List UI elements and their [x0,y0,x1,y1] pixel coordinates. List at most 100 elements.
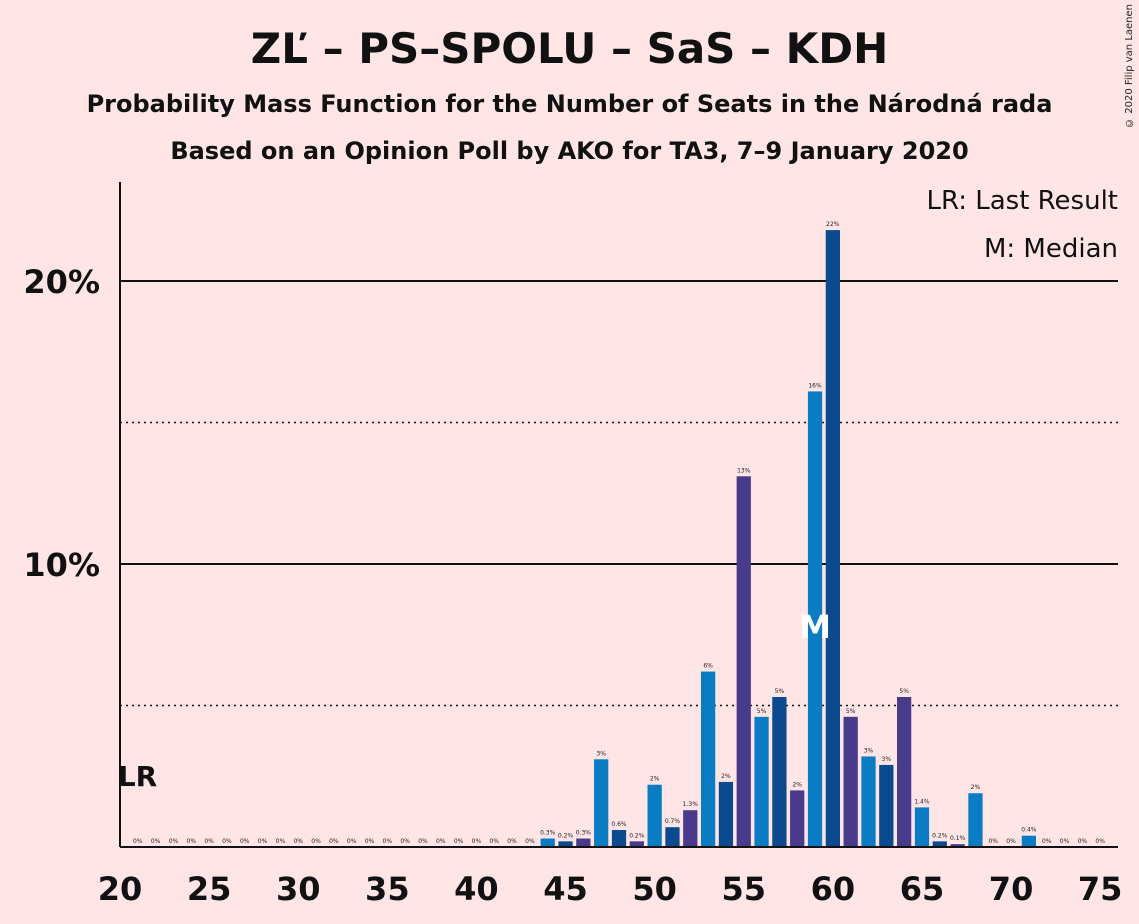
bar-label-seat-40: 0% [472,838,482,845]
bar-seat-52 [683,810,698,847]
bar-seat-59 [807,391,823,847]
legend-median: M: Median [984,234,1118,264]
bar-label-seat-44: 0.3% [540,830,556,837]
x-tick-label: 65 [900,870,945,908]
bar-seat-63 [879,764,894,847]
bar-label-seat-64: 5% [899,688,909,695]
bar-seat-45 [558,841,573,847]
bar-label-seat-53: 6% [703,663,713,670]
bar-label-seat-48: 0.6% [611,821,627,828]
chart-subtitle-poll: Based on an Opinion Poll by AKO for TA3,… [170,137,969,165]
bar-label-seat-29: 0% [276,838,286,845]
bar-label-seat-69: 0% [988,838,998,845]
bar-seat-57 [772,697,787,847]
bar-seat-68 [968,793,983,847]
y-tick-label: 10% [23,546,100,584]
last-result-marker: LR [118,760,157,793]
bar-label-seat-56: 5% [757,708,767,715]
bar-label-seat-62: 3% [864,747,874,754]
bar-label-seat-75: 0% [1095,838,1105,845]
bar-label-seat-67: 0.1% [950,835,966,842]
bar-label-seat-36: 0% [400,838,410,845]
bar-label-seat-33: 0% [347,838,357,845]
bar-seat-55 [736,476,751,847]
bar-label-seat-34: 0% [365,838,375,845]
bar-label-seat-35: 0% [383,838,393,845]
bar-label-seat-55: 13% [737,467,751,474]
bar-label-seat-38: 0% [436,838,446,845]
bar-label-seat-58: 2% [792,781,802,788]
bar-seat-71 [1021,835,1037,847]
bar-seat-67 [950,844,965,847]
bar-label-seat-68: 2% [971,784,981,791]
legend-last-result: LR: Last Result [926,186,1118,216]
bar-label-seat-66: 0.2% [932,832,948,839]
bar-seat-44 [540,838,555,847]
bar-label-seat-73: 0% [1060,838,1070,845]
bar-seat-65 [914,807,930,847]
x-tick-label: 30 [276,870,321,908]
bar-label-seat-74: 0% [1078,838,1088,845]
bar-label-seat-32: 0% [329,838,339,845]
bar-label-seat-39: 0% [454,838,464,845]
bar-seat-51 [665,827,680,847]
bar-label-seat-42: 0% [507,838,517,845]
y-tick-label: 20% [23,263,100,301]
bar-label-seat-21: 0% [133,838,143,845]
bar-label-seat-31: 0% [311,838,321,845]
bar-label-seat-45: 0.2% [558,832,574,839]
bar-seat-46 [576,838,591,847]
bar-label-seat-71: 0.4% [1021,827,1037,834]
bar-seat-56 [754,716,769,847]
bar-label-seat-30: 0% [293,838,303,845]
x-tick-label: 35 [365,870,410,908]
x-tick-label: 45 [543,870,588,908]
bar-seat-53 [700,671,716,847]
bars: 0% 0% 0% 0% 0% 0% 0% 0% 0% 0% 0% 0% 0% 0% 0% 0% 0% 0% 0% 0%… [133,221,1105,847]
bar-label-seat-28: 0% [258,838,268,845]
bar-label-seat-24: 0% [187,838,197,845]
bar-seat-47 [594,759,609,847]
x-tick-label: 70 [989,870,1034,908]
gridlines [120,280,1118,707]
axes: 10% 20% 20 25 30 35 40 45 50 55 60 65 70 75 [23,182,1122,908]
bar-label-seat-52: 1.3% [683,801,699,808]
bar-seat-60 [825,230,840,847]
bar-label-seat-27: 0% [240,838,250,845]
x-tick-label: 55 [721,870,766,908]
bar-label-seat-63: 3% [882,756,892,763]
bar-seat-49 [629,841,644,847]
x-tick-label: 20 [98,870,143,908]
annotations: LR: Last Result M: Median LR M [118,186,1118,793]
bar-label-seat-72: 0% [1042,838,1052,845]
bar-label-seat-22: 0% [151,838,161,845]
bar-seat-50 [647,784,662,847]
bar-seat-62 [861,756,876,847]
bar-label-seat-51: 0.7% [665,818,681,825]
x-tick-label: 75 [1078,870,1123,908]
bar-label-seat-60: 22% [826,221,840,228]
bar-seat-64 [897,697,912,847]
bar-seat-58 [790,790,805,847]
bar-seat-54 [718,781,734,847]
bar-label-seat-46: 0.3% [576,830,592,837]
bar-label-seat-37: 0% [418,838,428,845]
bar-label-seat-25: 0% [204,838,214,845]
bar-label-seat-26: 0% [222,838,232,845]
x-tick-label: 50 [632,870,677,908]
bar-label-seat-49: 0.2% [629,832,645,839]
bar-label-seat-23: 0% [169,838,179,845]
bar-label-seat-43: 0% [525,838,535,845]
bar-label-seat-57: 5% [775,688,785,695]
bar-label-seat-59: 16% [808,382,822,389]
chart-subtitle: Probability Mass Function for the Number… [86,90,1053,118]
bar-label-seat-47: 3% [596,750,606,757]
chart-title: ZĽ – PS–SPOLU – SaS – KDH [250,24,889,73]
x-tick-label: 25 [187,870,232,908]
bar-seat-66 [932,841,947,847]
bar-label-seat-65: 1.4% [914,798,930,805]
median-marker: M [799,608,831,646]
bar-label-seat-61: 5% [846,708,856,715]
bar-label-seat-54: 2% [721,773,731,780]
